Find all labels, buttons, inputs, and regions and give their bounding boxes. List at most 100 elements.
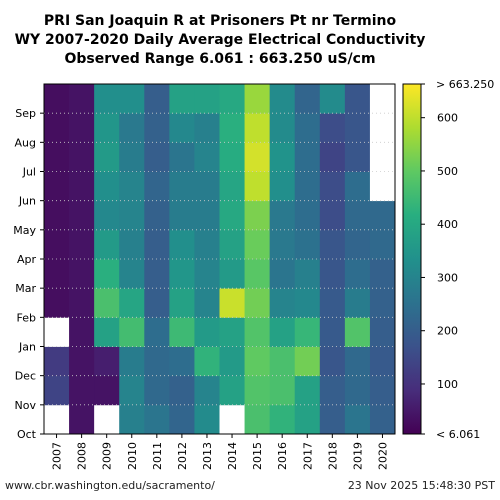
heatmap-cell (69, 375, 95, 406)
heatmap-cell (219, 346, 245, 377)
heatmap-cell (269, 142, 296, 172)
heatmap-cell (169, 288, 195, 318)
colorbar-tick-label: 200 (437, 325, 458, 338)
heatmap-cell (144, 288, 170, 318)
heatmap-cell (69, 200, 95, 231)
y-tick-label: Aug (15, 136, 36, 149)
heatmap-cell (319, 113, 346, 143)
heatmap-cell (119, 317, 145, 347)
heatmap-cell (44, 259, 70, 289)
heatmap-cell (144, 259, 170, 289)
colorbar-tick-label: 400 (437, 218, 458, 231)
x-tick-label: 2013 (201, 442, 214, 470)
y-tick-label: Jan (18, 341, 36, 354)
y-axis: Oct Nov Dec Jan Feb Mar Apr May Jun Jul Aug Sep (13, 107, 44, 441)
heatmap-cell (219, 317, 245, 347)
heatmap-cell (244, 171, 271, 202)
heatmap-cell (344, 84, 371, 114)
heatmap-cell (119, 375, 145, 406)
heatmap-cell (144, 375, 170, 406)
x-tick-label: 2017 (301, 442, 314, 470)
heatmap-cell (194, 404, 220, 435)
heatmap-cell (344, 142, 371, 172)
heatmap-cell (44, 317, 70, 347)
heatmap-cell (169, 259, 195, 289)
heatmap-cell (244, 113, 271, 143)
heatmap-cell (244, 375, 271, 406)
heatmap-cell (69, 288, 95, 318)
heatmap-cell (69, 171, 95, 202)
colorbar-tick-label: 100 (437, 378, 458, 391)
heatmap-cell (244, 84, 271, 114)
heatmap-cell (294, 288, 321, 318)
heatmap-cell (194, 113, 220, 143)
heatmap-cell (119, 404, 145, 435)
heatmap-cell (69, 404, 95, 435)
heatmap-cell (94, 113, 120, 143)
heatmap-cell (369, 317, 396, 347)
heatmap-cell (344, 113, 371, 143)
x-tick-label: 2019 (351, 442, 364, 470)
heatmap-cell (44, 200, 70, 231)
heatmap-cell (94, 288, 120, 318)
heatmap-cell (319, 404, 346, 435)
chart-title: PRI San Joaquin R at Prisoners Pt nr Ter… (15, 13, 426, 67)
heatmap-cell (219, 113, 245, 143)
heatmap-cell (119, 171, 145, 202)
heatmap-cell (44, 113, 70, 143)
colorbar-tick-label: 300 (437, 271, 458, 284)
x-tick-label: 2015 (251, 442, 264, 470)
heatmap-cell (44, 288, 70, 318)
heatmap-cell (219, 84, 245, 114)
heatmap-cell (294, 375, 321, 406)
y-tick-label: Jun (18, 195, 36, 208)
heatmap-cell (44, 171, 70, 202)
x-tick-label: 2012 (176, 442, 189, 470)
heatmap-cell (219, 259, 245, 289)
heatmap-cell (269, 346, 296, 377)
heatmap-cell (169, 200, 195, 231)
heatmap-cell (244, 288, 271, 318)
heatmap-cell (144, 229, 170, 260)
heatmap-cell (244, 317, 271, 347)
heatmap-cell (369, 375, 396, 406)
heatmap-cell (44, 142, 70, 172)
heatmap-cell (269, 288, 296, 318)
heatmap-cell (319, 288, 346, 318)
heatmap-cell (269, 317, 296, 347)
heatmap-cell (94, 200, 120, 231)
heatmap-cell (344, 200, 371, 231)
heatmap-cell (144, 171, 170, 202)
heatmap-cell (294, 259, 321, 289)
title-line-1: PRI San Joaquin R at Prisoners Pt nr Ter… (44, 13, 397, 29)
y-tick-label: Apr (17, 253, 37, 266)
x-tick-label: 2009 (101, 442, 114, 470)
heatmap-cell (219, 142, 245, 172)
heatmap-cell (319, 142, 346, 172)
heatmap-cell (144, 142, 170, 172)
heatmap-cell (119, 346, 145, 377)
heatmap-cell (144, 200, 170, 231)
heatmap-cell (69, 84, 95, 114)
heatmap-cell (94, 317, 120, 347)
heatmap-cell (69, 142, 95, 172)
heatmap-cell (169, 171, 195, 202)
x-tick-label: 2011 (151, 442, 164, 470)
heatmap-cell (169, 346, 195, 377)
heatmap-cell (344, 375, 371, 406)
heatmap-cell (219, 404, 245, 435)
heatmap-cell (194, 229, 220, 260)
colorbar-max-label: > 663.250 (436, 78, 494, 91)
heatmap-cell (294, 346, 321, 377)
heatmap-cell (344, 404, 371, 435)
heatmap-cell (94, 346, 120, 377)
heatmap-cell (144, 404, 170, 435)
heatmap-cell (144, 84, 170, 114)
heatmap-cell (269, 375, 296, 406)
y-tick-label: Jul (22, 166, 36, 179)
x-tick-label: 2008 (76, 442, 89, 470)
colorbar-tick-label: 600 (437, 112, 458, 125)
heatmap-cell (269, 200, 296, 231)
heatmap-cell (119, 259, 145, 289)
